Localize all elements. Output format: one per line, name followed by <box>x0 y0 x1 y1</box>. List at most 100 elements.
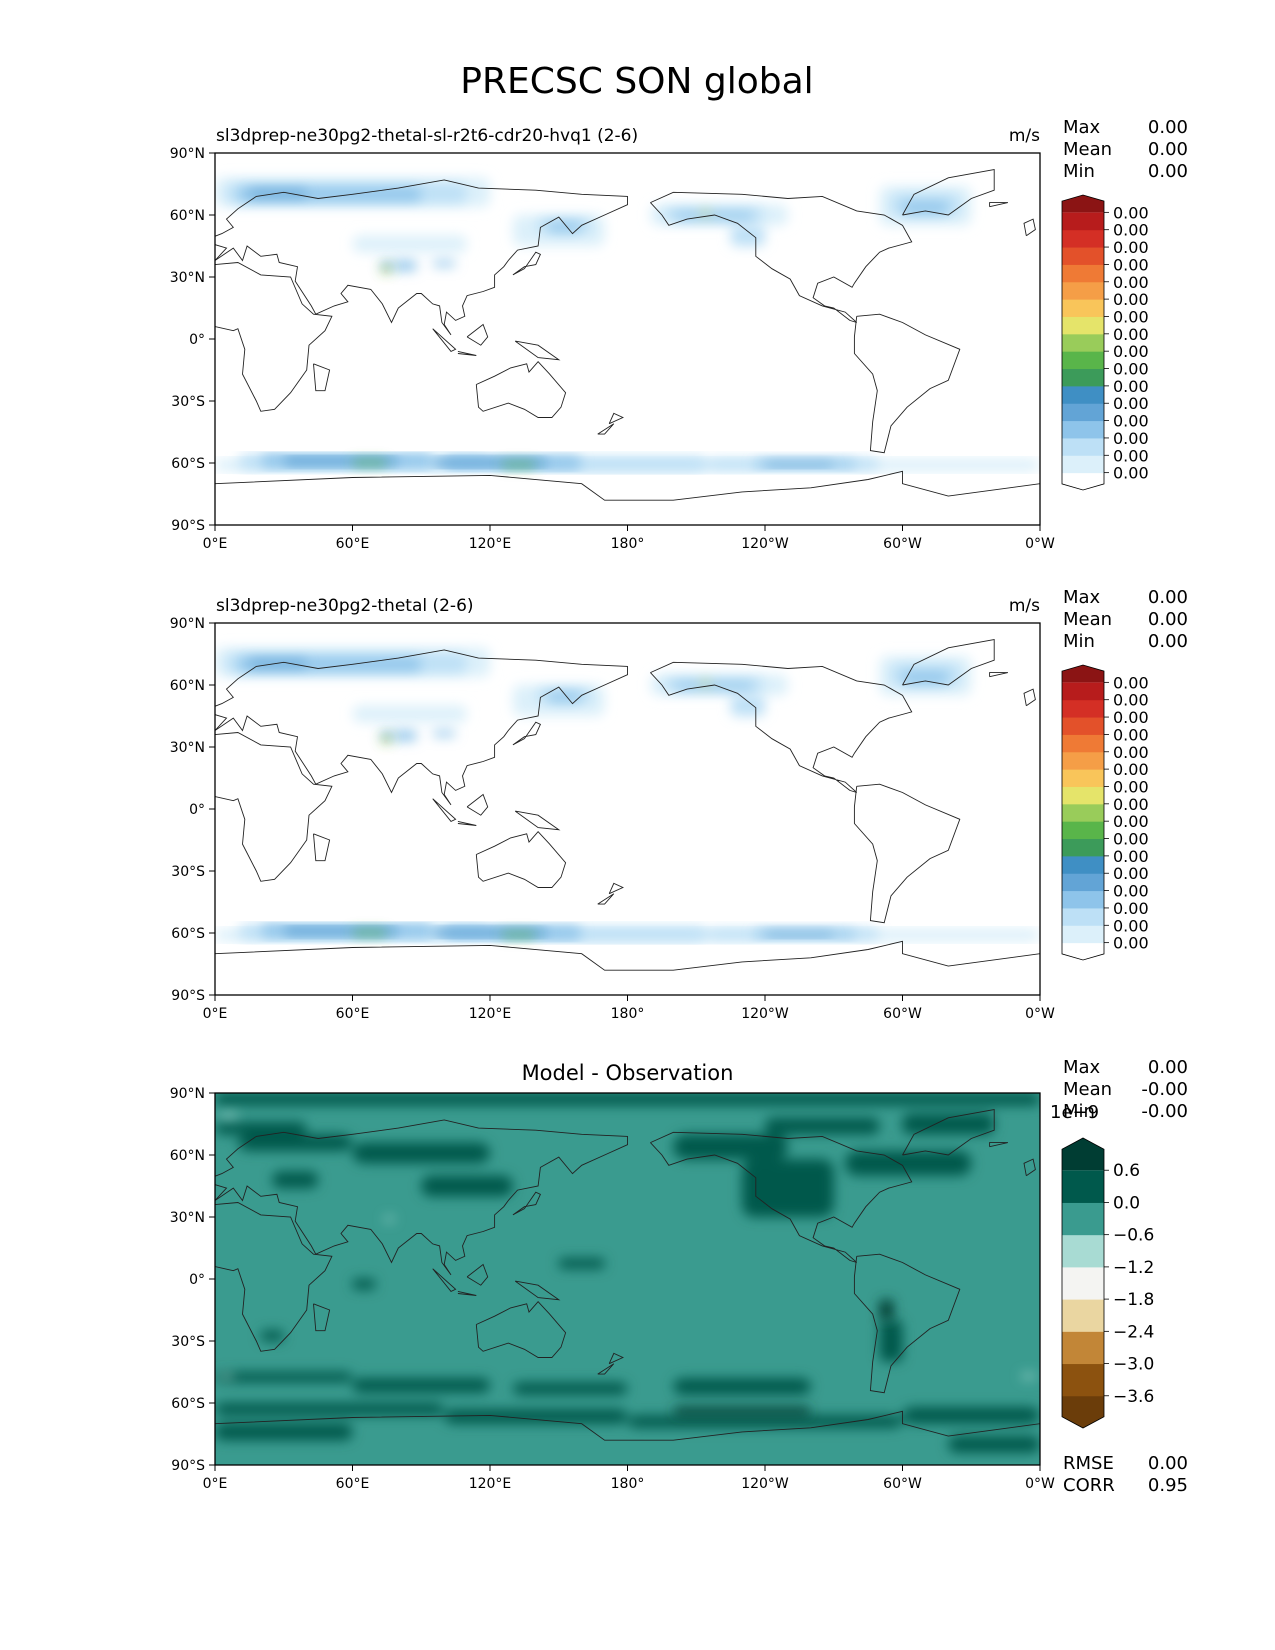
field-contour-patch <box>384 740 387 743</box>
colorbar-segment <box>1062 890 1104 909</box>
field-contour-patch <box>673 212 754 220</box>
field-contour-patch <box>765 1117 880 1135</box>
coastline <box>466 793 489 816</box>
colorbar-tick-label: 0.00 <box>1113 777 1149 796</box>
colorbar-tick-label: 0.00 <box>1113 743 1149 762</box>
coastline <box>457 350 477 356</box>
stat-value: 0.00 <box>1148 139 1188 160</box>
y-tick-label: 60°N <box>170 1148 205 1164</box>
colorbar-tick-label: 0.00 <box>1113 830 1149 849</box>
coastline <box>512 721 541 746</box>
colorbar-extend-low <box>1062 472 1104 490</box>
colorbar-tick-label: 0.00 <box>1113 238 1149 257</box>
y-tick-label: 60°N <box>170 208 205 224</box>
figure-title: PRECSC SON global <box>460 61 813 102</box>
colorbar-tick-label: 0.00 <box>1113 290 1149 309</box>
colorbar-tick-label: 0.00 <box>1113 691 1149 710</box>
field-contour-patch <box>902 1407 1040 1424</box>
colorbar-segment <box>1062 1299 1104 1332</box>
field-contour-patch <box>380 262 394 269</box>
stat-label: Max <box>1063 117 1101 138</box>
colorbar-tick-label: 0.00 <box>1113 446 1149 465</box>
y-tick-label: 0° <box>189 1272 205 1288</box>
colorbar-segment <box>1062 299 1104 317</box>
field-contour-layer <box>219 1113 1036 1379</box>
field-contour-patch <box>879 1299 894 1321</box>
field-contour-layer <box>673 1299 894 1416</box>
stat-value: 0.00 <box>1148 161 1188 182</box>
field-contour-patch <box>765 933 834 938</box>
colorbar-tick-label: 0.00 <box>1113 673 1149 692</box>
colorbar-segment <box>1062 229 1104 248</box>
field-contour-patch <box>902 672 949 683</box>
x-tick-label: 60°E <box>336 536 370 552</box>
stat-label: Mean <box>1063 139 1112 160</box>
panel-difference: 90°N 60°N 30°N 0° 30°S 60°S 90°S 0°E 60°E 120°E 18… <box>170 1057 1188 1496</box>
field-contour-patch <box>501 463 536 468</box>
field-contour-patch <box>352 930 387 936</box>
colorbar-tick-label: 0.00 <box>1113 377 1149 396</box>
coastline <box>608 1352 624 1365</box>
colorbar-tick-label: 0.00 <box>1113 864 1149 883</box>
coastline <box>1023 218 1036 237</box>
colorbar-segment <box>1062 212 1104 231</box>
field-contour-patch <box>384 1217 394 1222</box>
colorbar-tick-label: −1.8 <box>1113 1290 1154 1310</box>
colorbar-segment <box>1062 751 1104 770</box>
colorbar-tick-label: 0.00 <box>1113 916 1149 935</box>
colorbar-tick-label: 0.00 <box>1113 412 1149 431</box>
footer-stat-value: 0.00 <box>1148 1453 1188 1474</box>
field-contour-patch <box>1021 1374 1036 1379</box>
stat-value: 0.00 <box>1148 1057 1188 1078</box>
field-contour-patch <box>219 1113 238 1118</box>
panel-left-title: sl3dprep-ne30pg2-thetal (2-6) <box>216 596 474 616</box>
y-tick-label: 30°N <box>170 270 205 286</box>
colorbar-tick-label: −0.6 <box>1113 1226 1154 1246</box>
field-contour-patch <box>879 1320 903 1362</box>
stat-label: Min <box>1063 161 1095 182</box>
map-field-difference <box>215 1093 1040 1465</box>
field-contour-patch <box>673 1134 788 1160</box>
coastline <box>432 798 457 822</box>
colorbar-tick-label: 0.00 <box>1113 812 1149 831</box>
coastline <box>989 672 1008 678</box>
stat-value: 0.00 <box>1148 609 1188 630</box>
field-contour-patch <box>260 1330 284 1341</box>
field-contour-patch <box>432 260 456 267</box>
colorbar-exponent: 1e−9 <box>1050 1102 1099 1123</box>
field-contour-patch <box>700 680 710 685</box>
colorbar-tick-label: 0.00 <box>1113 325 1149 344</box>
coastline <box>457 1290 477 1296</box>
y-tick-label: 90°N <box>170 1086 205 1102</box>
stat-value: 0.00 <box>1148 587 1188 608</box>
stat-label: Max <box>1063 1057 1101 1078</box>
colorbar-test: 0.000.000.000.000.000.000.000.000.000.00… <box>1061 194 1149 491</box>
colorbar-tick-label: 0.00 <box>1113 882 1149 901</box>
y-tick-label: 60°N <box>170 678 205 694</box>
footer-stat-label: CORR <box>1063 1475 1115 1496</box>
field-contour-patch <box>627 1415 903 1428</box>
x-tick-label: 0°W <box>1025 1006 1055 1022</box>
field-contour-layer <box>384 740 387 743</box>
colorbar-segment <box>1062 1331 1104 1365</box>
field-contour-patch <box>765 463 834 468</box>
stat-value: 0.00 <box>1148 117 1188 138</box>
colorbar-tick-label: 0.6 <box>1113 1161 1140 1181</box>
coastline <box>608 882 624 895</box>
field-contour-patch <box>512 1382 628 1395</box>
colorbar-segment <box>1062 351 1104 370</box>
colorbar-reference: 0.000.000.000.000.000.000.000.000.000.00… <box>1061 664 1149 961</box>
x-tick-label: 120°W <box>741 536 789 552</box>
panel-units: m/s <box>1009 596 1040 616</box>
colorbar-tick-label: 0.00 <box>1113 847 1149 866</box>
y-tick-label: 60°S <box>171 1396 205 1412</box>
coastline <box>215 1119 628 1276</box>
coastline <box>512 251 541 276</box>
panel-test: 90°N 60°N 30°N 0° 30°S 60°S 90°S 0°E 60°E 120°E 18… <box>170 117 1188 552</box>
x-tick-label: 0°W <box>1025 1476 1055 1492</box>
x-tick-label: 120°E <box>469 536 512 552</box>
field-contour-patch <box>948 1436 1040 1453</box>
coastline <box>902 168 995 216</box>
colorbar-segment <box>1062 769 1104 787</box>
colorbar-segment <box>1062 1170 1104 1203</box>
